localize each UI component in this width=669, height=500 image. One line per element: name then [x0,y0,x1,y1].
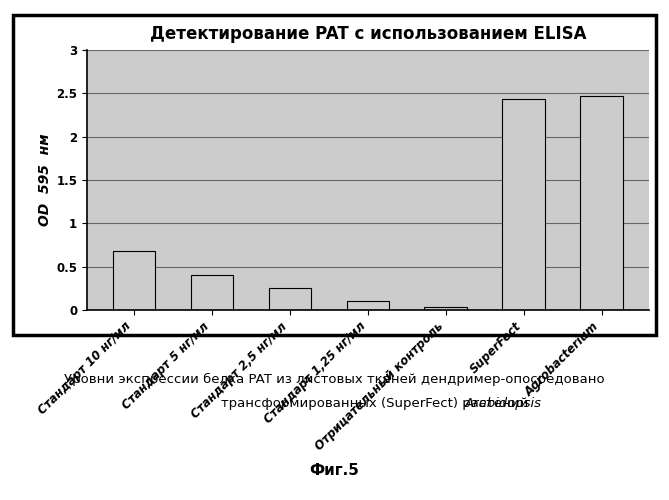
Bar [502,98,545,310]
Y-axis label: OD  595  нм: OD 595 нм [38,134,52,226]
Text: трансформированных (SuperFect) растений: трансформированных (SuperFect) растений [221,398,537,410]
Bar [112,251,155,310]
Bar [347,302,389,310]
Bar [191,276,233,310]
Title: Детектирование PAT с использованием ELISA: Детектирование PAT с использованием ELIS… [150,25,586,43]
Text: Arabidopsis: Arabidopsis [465,398,542,410]
Bar [268,288,311,310]
Text: Уровни экспрессии белка PAT из листовых тканей дендример-опосредовано: Уровни экспрессии белка PAT из листовых … [64,372,605,386]
Bar [425,308,468,310]
Bar [581,96,624,310]
Text: Фиг.5: Фиг.5 [310,463,359,478]
